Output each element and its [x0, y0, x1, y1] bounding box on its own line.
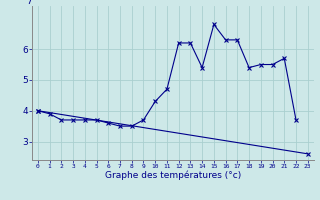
X-axis label: Graphe des températures (°c): Graphe des températures (°c)	[105, 171, 241, 180]
Text: 7: 7	[26, 0, 32, 6]
